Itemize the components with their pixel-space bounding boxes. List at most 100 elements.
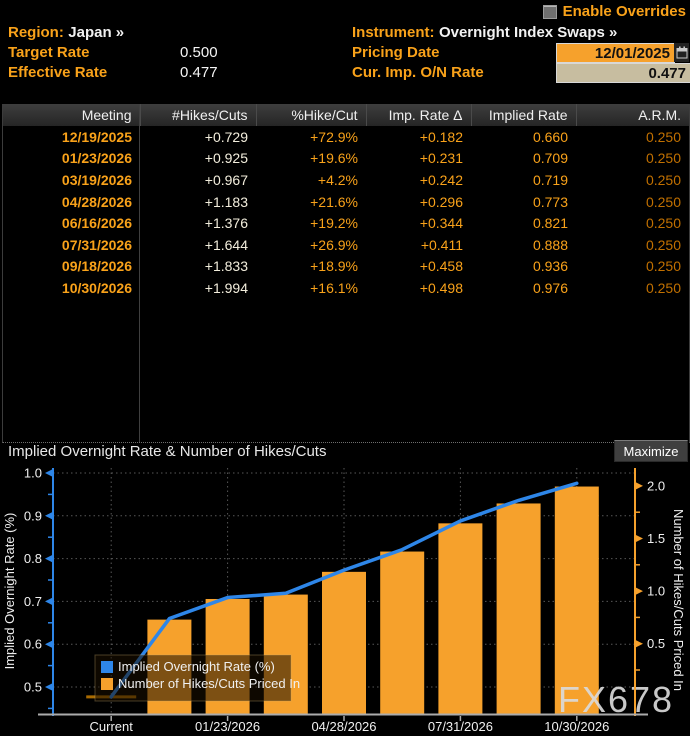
left-axis-tick <box>45 554 53 563</box>
rates-chart: Implied Overnight Rate (%) Number of Hike… <box>2 466 686 735</box>
cell-hikecut: +19.6% <box>310 150 358 167</box>
cell-imprate: +0.411 <box>420 236 463 253</box>
cell-arm: 0.250 <box>645 150 681 167</box>
meeting-column-separator <box>139 104 140 442</box>
cell-hikescuts: +1.994 <box>204 279 248 296</box>
effective-rate-value: 0.477 <box>180 64 218 81</box>
cell-imprate: +0.344 <box>419 215 463 232</box>
cell-impliedrate: 0.888 <box>532 236 568 253</box>
cell-imprate: +0.498 <box>419 279 463 296</box>
watermark: FX678 <box>558 679 674 720</box>
cell-arm: 0.250 <box>645 193 681 210</box>
cell-hikescuts: +0.925 <box>204 150 248 167</box>
left-axis-tick-label: 0.6 <box>24 637 42 652</box>
cell-hikescuts: +0.967 <box>204 171 248 188</box>
hikes-bar <box>322 571 366 714</box>
cell-arm: 0.250 <box>645 215 681 232</box>
hikes-bar <box>496 503 541 714</box>
calendar-button[interactable] <box>674 43 689 62</box>
left-axis-tick-label: 0.8 <box>24 551 42 566</box>
cell-impliedrate: 0.773 <box>532 193 568 210</box>
table-row[interactable]: 09/18/2026 +1.833 +18.9% +0.458 0.936 0.250 <box>3 256 689 278</box>
cell-meeting: 04/28/2026 <box>61 193 132 210</box>
cell-impliedrate: 0.821 <box>532 215 568 232</box>
enable-overrides-label: Enable Overrides <box>562 3 686 20</box>
hikes-bar <box>380 551 425 714</box>
cell-arm: 0.250 <box>645 171 681 188</box>
cell-meeting: 01/23/2026 <box>61 150 132 167</box>
x-axis-tick-label: Current <box>90 719 134 734</box>
cell-hikecut: +16.1% <box>310 279 358 296</box>
chart-title: Implied Overnight Rate & Number of Hikes… <box>8 443 327 460</box>
table-row[interactable]: 03/19/2026 +0.967 +4.2% +0.242 0.719 0.250 <box>3 169 689 191</box>
cell-hikescuts: +1.183 <box>204 193 248 210</box>
instrument-value[interactable]: Overnight Index Swaps » <box>438 24 618 41</box>
maximize-button[interactable]: Maximize <box>614 440 688 462</box>
implied-rate-line <box>109 481 579 699</box>
right-axis-tick <box>635 587 643 596</box>
legend-swatch-line <box>101 661 113 673</box>
cell-meeting: 07/31/2026 <box>61 236 132 253</box>
left-axis-tick <box>45 640 53 649</box>
table-row[interactable]: 07/31/2026 +1.644 +26.9% +0.411 0.888 0.250 <box>3 234 689 256</box>
cur-imp-rate-label: Cur. Imp. O/N Rate <box>352 64 484 81</box>
left-axis-title: Implied Overnight Rate (%) <box>2 513 17 670</box>
instrument-row[interactable]: Instrument: Overnight Index Swaps » <box>352 24 617 42</box>
meetings-table: Meeting #Hikes/Cuts %Hike/Cut Imp. Rate Δ Im… <box>2 104 690 443</box>
target-rate-label: Target Rate <box>8 44 90 61</box>
column-header-3: Imp. Rate Δ <box>365 104 471 126</box>
cell-imprate: +0.231 <box>419 150 463 167</box>
table-row[interactable]: 01/23/2026 +0.925 +19.6% +0.231 0.709 0.250 <box>3 148 689 170</box>
right-axis-tick <box>635 481 643 490</box>
column-header-5: A.R.M. <box>575 104 689 126</box>
legend-swatch-bar <box>101 678 113 690</box>
cell-hikecut: +4.2% <box>317 171 358 188</box>
cur-imp-rate-input[interactable]: 0.477 <box>556 63 690 83</box>
right-axis-tick-label: 2.0 <box>647 478 665 493</box>
effective-rate-label: Effective Rate <box>8 64 108 81</box>
pricing-date-input[interactable]: 12/01/2025 <box>556 43 675 63</box>
cell-imprate: +0.458 <box>419 258 463 275</box>
right-axis-tick-label: 1.5 <box>647 531 665 546</box>
enable-overrides-checkbox[interactable] <box>542 4 557 19</box>
cell-meeting: 09/18/2026 <box>61 258 132 275</box>
cell-hikecut: +21.6% <box>310 193 358 210</box>
table-row[interactable]: 06/16/2026 +1.376 +19.2% +0.344 0.821 0.250 <box>3 212 689 234</box>
x-axis-tick-label: 01/23/2026 <box>195 719 260 734</box>
cell-arm: 0.250 <box>645 128 681 145</box>
table-row[interactable]: 04/28/2026 +1.183 +21.6% +0.296 0.773 0.250 <box>3 191 689 213</box>
target-rate-value: 0.500 <box>180 44 218 61</box>
cell-impliedrate: 0.719 <box>532 171 568 188</box>
table-row[interactable]: 12/19/2025 +0.729 +72.9% +0.182 0.660 0.250 <box>3 126 689 148</box>
x-axis-tick-label: 10/30/2026 <box>544 719 609 734</box>
cell-meeting: 03/19/2026 <box>61 171 132 188</box>
left-axis-tick <box>45 469 53 477</box>
column-header-4: Implied Rate <box>470 104 576 126</box>
column-header-0: Meeting <box>3 104 140 126</box>
cell-imprate: +0.182 <box>419 128 463 145</box>
cell-impliedrate: 0.660 <box>532 128 568 145</box>
right-axis-tick <box>635 639 643 648</box>
left-axis-tick-label: 0.9 <box>24 508 42 523</box>
region-row[interactable]: Region: Japan » <box>8 24 124 42</box>
cell-impliedrate: 0.709 <box>532 150 568 167</box>
hikes-bar <box>438 523 483 714</box>
cell-impliedrate: 0.976 <box>532 279 568 296</box>
enable-overrides-row: Enable Overrides <box>542 3 686 20</box>
region-value[interactable]: Japan » <box>68 24 125 41</box>
instrument-label: Instrument: <box>352 24 435 41</box>
hikes-bar <box>554 486 599 714</box>
cell-hikescuts: +0.729 <box>204 128 248 145</box>
cell-hikescuts: +1.644 <box>204 236 248 253</box>
cell-arm: 0.250 <box>645 236 681 253</box>
table-row[interactable]: 10/30/2026 +1.994 +16.1% +0.498 0.976 0.250 <box>3 277 689 299</box>
right-axis-tick-label: 0.5 <box>647 636 665 651</box>
x-axis-tick-label: 07/31/2026 <box>428 719 493 734</box>
cell-hikecut: +26.9% <box>310 236 358 253</box>
cell-imprate: +0.296 <box>419 193 463 210</box>
right-axis-title: Number of Hikes/Cuts Priced In <box>671 509 686 691</box>
cell-hikecut: +72.9% <box>310 128 358 145</box>
cell-imprate: +0.242 <box>419 171 463 188</box>
legend-label-bar: Number of Hikes/Cuts Priced In <box>118 676 300 691</box>
